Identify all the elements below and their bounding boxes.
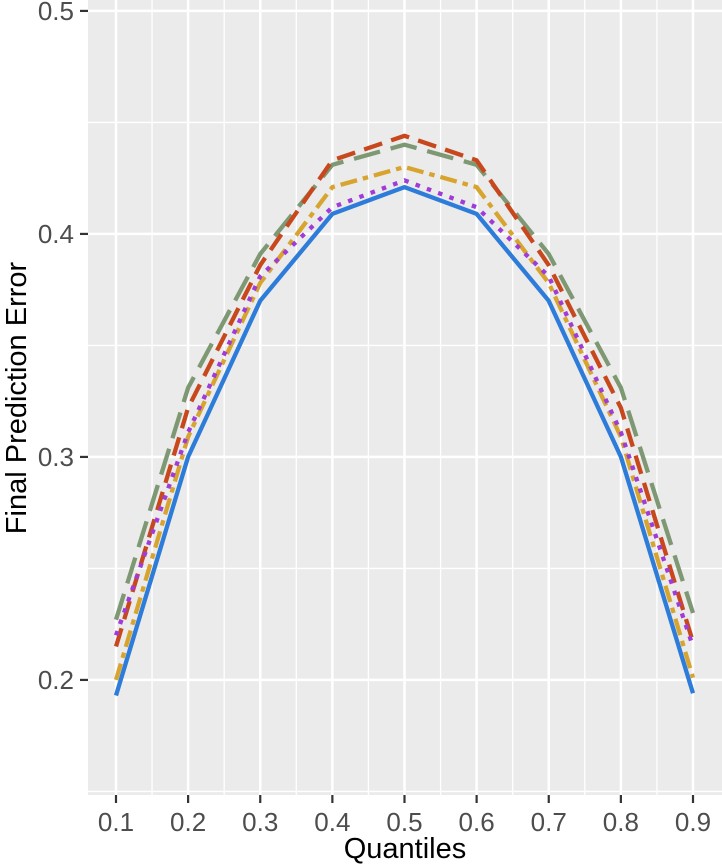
series-line-purple-dotted xyxy=(113,178,696,648)
series-line-green-longdash xyxy=(113,142,696,621)
x-tick-label: 0.4 xyxy=(314,807,350,837)
y-tick-label: 0.4 xyxy=(38,219,74,249)
x-tick-label: 0.7 xyxy=(531,807,567,837)
x-tick-label: 0.5 xyxy=(386,807,422,837)
axis-ticks xyxy=(80,9,695,803)
y-tick-label: 0.5 xyxy=(38,0,74,26)
y-tick-label: 0.3 xyxy=(38,442,74,472)
x-axis-title: Quantiles xyxy=(344,833,467,865)
x-tick-label: 0.3 xyxy=(242,807,278,837)
x-tick-label: 0.6 xyxy=(459,807,495,837)
grid-lines xyxy=(88,0,722,795)
x-tick-label: 0.9 xyxy=(675,807,711,837)
series-line-blue-solid xyxy=(113,184,696,697)
x-tick-label: 0.2 xyxy=(170,807,206,837)
series-line-red-dashed xyxy=(113,133,696,648)
data-series xyxy=(113,133,696,697)
y-tick-label: 0.2 xyxy=(38,665,74,695)
x-tick-label: 0.1 xyxy=(98,807,134,837)
x-tick-label: 0.8 xyxy=(603,807,639,837)
tick-labels: 0.1 0.2 0.3 0.4 0.5 0.6 0.7 0.8 0.9 0.2 0.3 0.4 0.5 xyxy=(38,0,711,837)
y-axis-title: Final Prediction Error xyxy=(1,261,33,534)
